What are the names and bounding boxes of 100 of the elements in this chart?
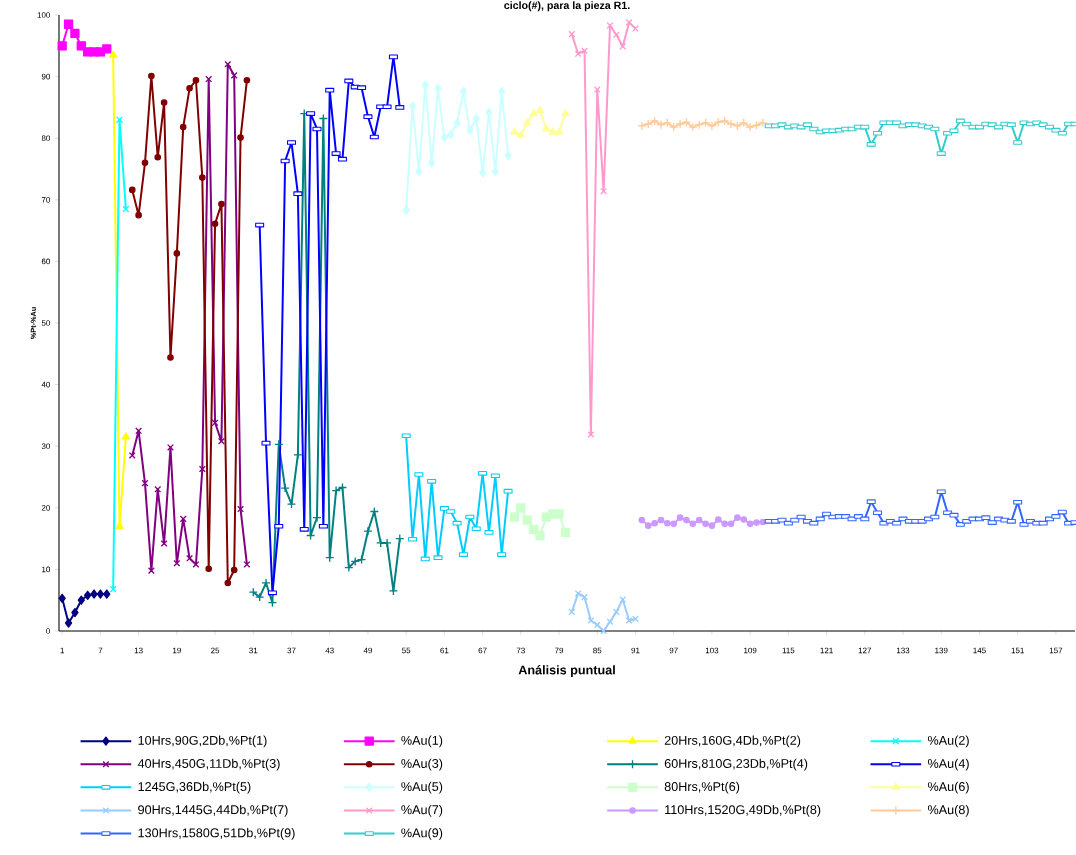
point [237, 134, 244, 141]
point [708, 522, 716, 529]
point [535, 105, 545, 114]
point [676, 514, 684, 521]
point [600, 187, 608, 195]
point [606, 618, 614, 626]
point [554, 127, 564, 135]
point [721, 520, 728, 528]
point [77, 595, 85, 605]
point [128, 451, 136, 459]
point [293, 450, 303, 460]
point [587, 617, 595, 625]
point [478, 168, 487, 178]
point [71, 607, 79, 618]
legend-label: 60Hrs,810G,23Db,%Pt(4) [664, 758, 808, 771]
point [522, 515, 532, 525]
legend-label: %Au(7) [401, 804, 443, 817]
point [434, 83, 442, 93]
point [651, 519, 658, 527]
point [218, 200, 225, 208]
point [211, 419, 219, 427]
point [714, 516, 722, 523]
point [675, 119, 685, 129]
point [230, 566, 238, 574]
point [600, 627, 608, 635]
point [612, 31, 620, 39]
point [63, 19, 74, 29]
legend-label: %Au(9) [401, 828, 443, 840]
point [758, 118, 768, 128]
point [363, 526, 373, 536]
x-axis-title: Análisis puntual [518, 665, 615, 677]
point [205, 75, 213, 83]
point [128, 186, 136, 194]
legend-label: %Au(2) [927, 735, 969, 748]
point [331, 485, 341, 496]
point [90, 589, 98, 599]
point [746, 520, 754, 528]
point [504, 150, 512, 161]
point [472, 113, 480, 124]
point [198, 465, 206, 473]
point [102, 44, 112, 54]
point [224, 60, 232, 68]
point [224, 579, 232, 587]
legend-label: 20Hrs,160G,4Db,%Pt(2) [664, 735, 801, 748]
point [211, 220, 219, 228]
point [509, 512, 520, 522]
legend-label: %Au(4) [927, 758, 969, 771]
point [581, 593, 589, 601]
point [103, 589, 111, 599]
point [64, 618, 73, 628]
point [192, 76, 200, 84]
point [115, 521, 124, 529]
point [70, 28, 80, 39]
point [535, 530, 545, 541]
point [447, 129, 455, 140]
point [516, 503, 526, 513]
point [593, 86, 601, 94]
legend-label: 40Hrs,450G,11Db,%Pt(3) [137, 758, 280, 771]
legend-label: %Au(1) [401, 735, 443, 748]
point [689, 520, 697, 528]
point [560, 527, 571, 538]
point [230, 71, 238, 79]
point [568, 30, 576, 38]
point [683, 516, 690, 524]
point [116, 116, 123, 124]
point [670, 520, 678, 528]
point [261, 578, 271, 588]
point [121, 432, 130, 440]
legend-label: %Au(3) [401, 758, 443, 771]
point [485, 107, 493, 117]
point [593, 621, 601, 629]
point [612, 608, 620, 616]
point [638, 516, 646, 524]
point [510, 127, 519, 135]
point [135, 211, 142, 219]
legend-label: %Au(5) [401, 781, 443, 794]
point [408, 101, 417, 111]
point [548, 127, 557, 135]
point [402, 205, 410, 215]
point [167, 354, 174, 361]
point [160, 540, 168, 548]
point [466, 125, 474, 135]
point [96, 589, 105, 599]
legend-label: 10Hrs,90G,2Db,%Pt(1) [138, 735, 267, 748]
point [734, 514, 741, 521]
point [217, 437, 225, 445]
point [664, 519, 671, 527]
point [574, 589, 582, 597]
point [625, 18, 633, 26]
point [561, 108, 570, 117]
point [148, 72, 155, 80]
point [141, 159, 149, 167]
legend-label: 110Hrs,1520G,49Db,%Pt(8) [665, 804, 821, 817]
point [542, 124, 551, 132]
point [141, 479, 149, 487]
point [695, 516, 703, 524]
legend-label: %Au(6) [927, 781, 969, 794]
point [243, 560, 251, 568]
point [759, 518, 767, 526]
point [523, 118, 532, 126]
